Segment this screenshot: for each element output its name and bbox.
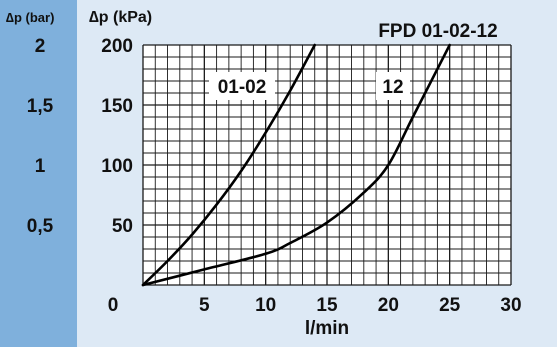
series-line-1 [141,43,451,287]
series-label-12-box [376,72,410,100]
y-tick-label-kpa: 100 [101,156,133,177]
x-tick-label: 20 [378,295,399,316]
series-label-01-02-text: 01-02 [218,77,267,98]
curves [141,43,451,287]
y-tick-label-bar: 1 [35,156,46,177]
chart-title: FPD 01-02-12 [378,21,497,42]
grid [142,44,512,286]
bar-axis-band [0,0,77,347]
x-tick-label: 0 [108,295,119,316]
series-label-12: 12 [376,72,410,100]
x-axis-label: l/min [305,318,349,339]
y-tick-label-kpa: 200 [101,36,133,57]
series-line-0 [141,43,317,287]
y-tick-label-bar: 0,5 [27,216,54,237]
x-tick-label: 5 [199,295,210,316]
y-tick-label-kpa: 50 [112,216,133,237]
series-label-12-text: 12 [382,77,403,98]
series-label-01-02-box [209,72,275,100]
x-tick-label: 10 [255,295,276,316]
x-tick-label: 15 [316,295,338,316]
x-tick-label: 30 [500,295,521,316]
series-label-01-02: 01-02 [209,72,275,100]
y-tick-label-bar: 2 [35,36,46,57]
y-axis-label-kpa: ∆p (kPa) [89,9,152,26]
x-tick-label: 25 [439,295,461,316]
tick-labels: 0 5 10 15 20 25 30 50 100 150 200 0,5 1 1,5 2 [27,36,522,316]
y-axis-label-bar: ∆p (bar) [6,10,54,25]
y-tick-label-kpa: 150 [101,96,133,117]
y-tick-label-bar: 1,5 [27,96,54,117]
